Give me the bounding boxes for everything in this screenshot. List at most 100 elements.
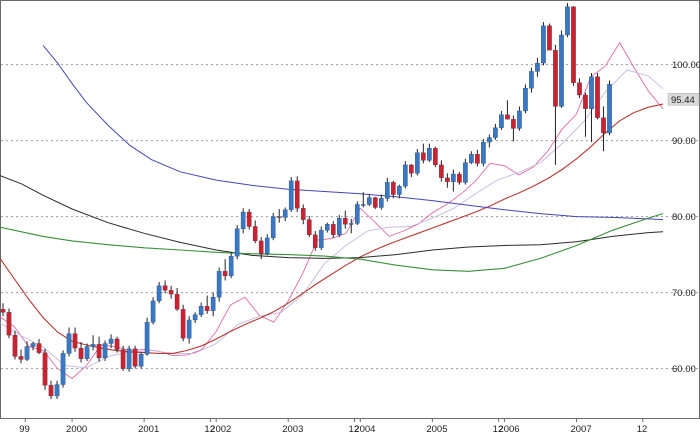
candle-body-40 xyxy=(240,211,246,229)
moving-average-line-2 xyxy=(0,103,664,354)
candle-body-34 xyxy=(204,306,210,311)
x-tick-label-8: 2005 xyxy=(426,424,447,435)
candle-body-97 xyxy=(583,94,588,109)
candle-body-45 xyxy=(270,216,276,239)
candle-body-77 xyxy=(463,162,468,183)
moving-average-lines xyxy=(0,41,664,380)
candle-body-73 xyxy=(439,164,444,178)
x-tick-label-9: 12 xyxy=(493,424,504,435)
candle-body-68 xyxy=(409,164,414,174)
candle-body-69 xyxy=(415,152,420,174)
x-tick-label-12: 12 xyxy=(637,424,648,435)
candle-body-26 xyxy=(156,285,162,302)
candle-body-91 xyxy=(547,25,552,51)
last-price-label: 95.44 xyxy=(671,95,695,106)
candle-body-92 xyxy=(553,50,558,107)
candle-body-62 xyxy=(372,197,378,208)
candle-body-63 xyxy=(378,198,384,208)
candle-body-86 xyxy=(517,110,522,129)
candle-body-95 xyxy=(571,6,576,83)
candle-body-25 xyxy=(150,300,156,323)
x-tick-label-6: 12 xyxy=(349,424,360,435)
candle-body-42 xyxy=(252,226,258,242)
candle-body-64 xyxy=(384,182,390,199)
candle-body-49 xyxy=(294,180,300,209)
candle-body-58 xyxy=(348,223,354,225)
candle-body-29 xyxy=(174,293,180,310)
candle-body-36 xyxy=(216,271,222,298)
candle-body-38 xyxy=(228,255,234,277)
y-tick-label-3: 70.00 xyxy=(672,288,696,299)
candle-body-31 xyxy=(186,319,192,339)
candle-body-10 xyxy=(60,353,66,385)
x-tick-label-7: 2004 xyxy=(354,424,375,435)
candle-body-71 xyxy=(427,148,432,161)
last-price-label-box xyxy=(667,93,700,106)
candle-body-101 xyxy=(607,84,612,134)
candle-body-27 xyxy=(162,285,168,291)
y-tick-label-2: 80.00 xyxy=(672,212,696,223)
candle-body-30 xyxy=(180,309,186,339)
candle-body-37 xyxy=(222,271,228,277)
candle-body-48 xyxy=(288,180,294,210)
moving-average-line-1 xyxy=(0,69,664,369)
candle-body-44 xyxy=(264,237,270,254)
candle-body-53 xyxy=(318,230,324,248)
candle-body-2 xyxy=(12,335,18,357)
candle-body-24 xyxy=(144,322,150,355)
candle-body-93 xyxy=(559,34,564,107)
candle-body-9 xyxy=(54,384,60,397)
candle-body-84 xyxy=(505,114,510,120)
y-tick-label-0: 100.00 xyxy=(672,60,700,71)
x-tick-label-11: 2007 xyxy=(570,424,591,435)
candle-body-66 xyxy=(397,186,402,195)
candle-body-5 xyxy=(30,343,36,347)
candle-body-61 xyxy=(366,197,372,205)
candle-body-51 xyxy=(306,219,312,235)
candle-body-28 xyxy=(168,290,174,295)
candle-body-94 xyxy=(565,6,570,36)
candle-body-11 xyxy=(66,333,72,354)
candle-body-20 xyxy=(120,349,126,369)
candle-body-59 xyxy=(354,204,360,224)
moving-average-line-3 xyxy=(42,45,664,221)
candle-body-23 xyxy=(138,354,144,367)
moving-average-line-0 xyxy=(0,41,664,380)
moving-average-line-5 xyxy=(0,213,664,272)
candle-body-39 xyxy=(234,228,240,257)
candle-body-32 xyxy=(192,314,198,321)
candle-body-87 xyxy=(523,88,528,112)
candle-body-88 xyxy=(529,71,534,89)
x-tick-label-0: 99 xyxy=(19,424,30,435)
candle-body-7 xyxy=(42,352,48,386)
y-tick-label-1: 90.00 xyxy=(672,136,696,147)
candle-body-72 xyxy=(433,148,438,166)
candle-body-60 xyxy=(360,204,366,206)
candle-body-75 xyxy=(451,173,456,182)
x-tick-label-3: 12 xyxy=(204,424,215,435)
candle-body-70 xyxy=(421,152,426,161)
candle-body-67 xyxy=(403,164,408,187)
x-tick-label-4: 2002 xyxy=(210,424,231,435)
candle-body-81 xyxy=(487,137,492,143)
candle-body-79 xyxy=(475,154,480,164)
candle-body-90 xyxy=(541,25,546,64)
x-tick-label-2: 2001 xyxy=(138,424,159,435)
candle-body-99 xyxy=(595,76,600,118)
candle-body-1 xyxy=(6,312,12,336)
candle-body-80 xyxy=(481,141,486,164)
candle-body-76 xyxy=(457,173,462,183)
candle-body-82 xyxy=(493,127,498,138)
candle-body-13 xyxy=(78,347,84,359)
candle-body-57 xyxy=(342,217,348,225)
last-price-marker: 95.44 xyxy=(667,93,700,106)
candle-body-22 xyxy=(132,348,138,367)
moving-average-line-4 xyxy=(0,175,664,259)
candlesticks xyxy=(0,3,612,399)
candle-body-74 xyxy=(445,177,450,182)
candle-body-85 xyxy=(511,119,516,129)
candle-body-14 xyxy=(84,346,90,359)
candle-body-19 xyxy=(114,338,120,350)
